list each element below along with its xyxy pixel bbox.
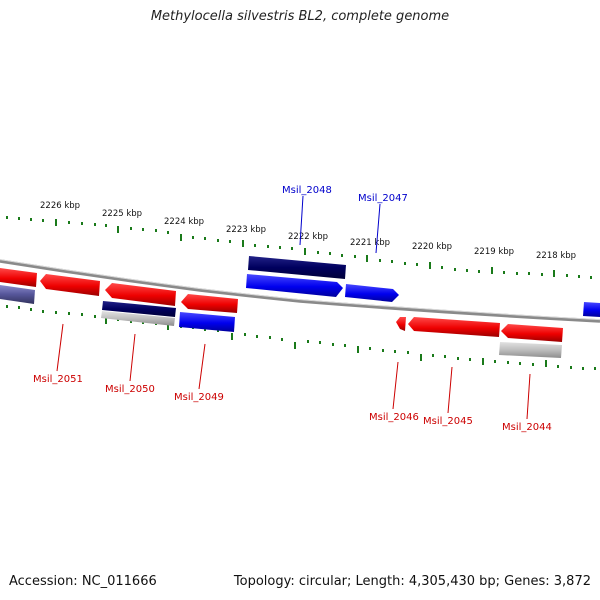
genome-backbone-highlight <box>0 259 600 321</box>
gene-arrow-edge-left[interactable] <box>0 268 37 287</box>
gene-arrow-msil-2047[interactable] <box>345 284 399 302</box>
scale-label: 2226 kbp <box>40 201 80 211</box>
feature-navy-2050[interactable] <box>102 301 176 317</box>
gene-label[interactable]: Msil_2046 <box>369 412 419 423</box>
gene-label[interactable]: Msil_2044 <box>502 422 552 433</box>
leader-line <box>299 195 304 246</box>
scale-label: 2222 kbp <box>288 232 328 242</box>
map-title: Methylocella silvestris BL2, complete ge… <box>150 9 450 24</box>
leader-line <box>392 361 399 410</box>
gene-arrow-msil-2050[interactable] <box>105 283 176 306</box>
scale-label: 2225 kbp <box>102 209 142 219</box>
gene-arrow-msil-2044[interactable] <box>501 324 563 342</box>
leader-line <box>526 373 531 420</box>
leader-line <box>447 366 453 414</box>
gene-arrow-msil-2045[interactable] <box>408 317 500 337</box>
leader-line <box>56 323 64 372</box>
scale-label: 2223 kbp <box>226 225 266 235</box>
reverse-strand-features <box>0 268 563 358</box>
gene-arrow-edge-right[interactable] <box>583 302 600 317</box>
upper-scale-ticks <box>6 216 592 279</box>
gene-label[interactable]: Msil_2047 <box>358 193 408 204</box>
feature-grey-2050[interactable] <box>101 311 175 326</box>
leader-line <box>375 203 381 254</box>
gene-label[interactable]: Msil_2051 <box>33 374 83 385</box>
gene-arrow-msil-2048[interactable] <box>246 274 343 297</box>
forward-strand-features <box>0 256 600 317</box>
leader-line <box>129 333 136 382</box>
feature-edge-left[interactable] <box>0 285 35 304</box>
leader-line <box>198 343 206 390</box>
gene-arrow-msil-2046[interactable] <box>396 317 406 331</box>
scale-label: 2224 kbp <box>164 217 204 227</box>
gene-label[interactable]: Msil_2050 <box>105 384 155 395</box>
scale-label: 2218 kbp <box>536 251 576 261</box>
gene-label[interactable]: Msil_2045 <box>423 416 473 427</box>
gene-label[interactable]: Msil_2048 <box>282 185 332 196</box>
gene-arrow-msil-2049[interactable] <box>181 294 238 313</box>
gene-arrow-msil-2049-blue[interactable] <box>179 312 235 332</box>
scale-label: 2221 kbp <box>350 238 390 248</box>
gene-arrow-msil-2051[interactable] <box>40 274 100 296</box>
scale-label: 2220 kbp <box>412 242 452 252</box>
genome-backbone <box>0 259 600 323</box>
feature-navy-2048[interactable] <box>248 256 346 279</box>
scale-label: 2219 kbp <box>474 247 514 257</box>
accession-text: Accession: NC_011666 <box>9 574 157 589</box>
genome-summary-text: Topology: circular; Length: 4,305,430 bp… <box>233 574 591 589</box>
feature-grey-2044[interactable] <box>499 342 562 358</box>
gene-label[interactable]: Msil_2049 <box>174 392 224 403</box>
lower-scale-ticks <box>6 305 596 370</box>
